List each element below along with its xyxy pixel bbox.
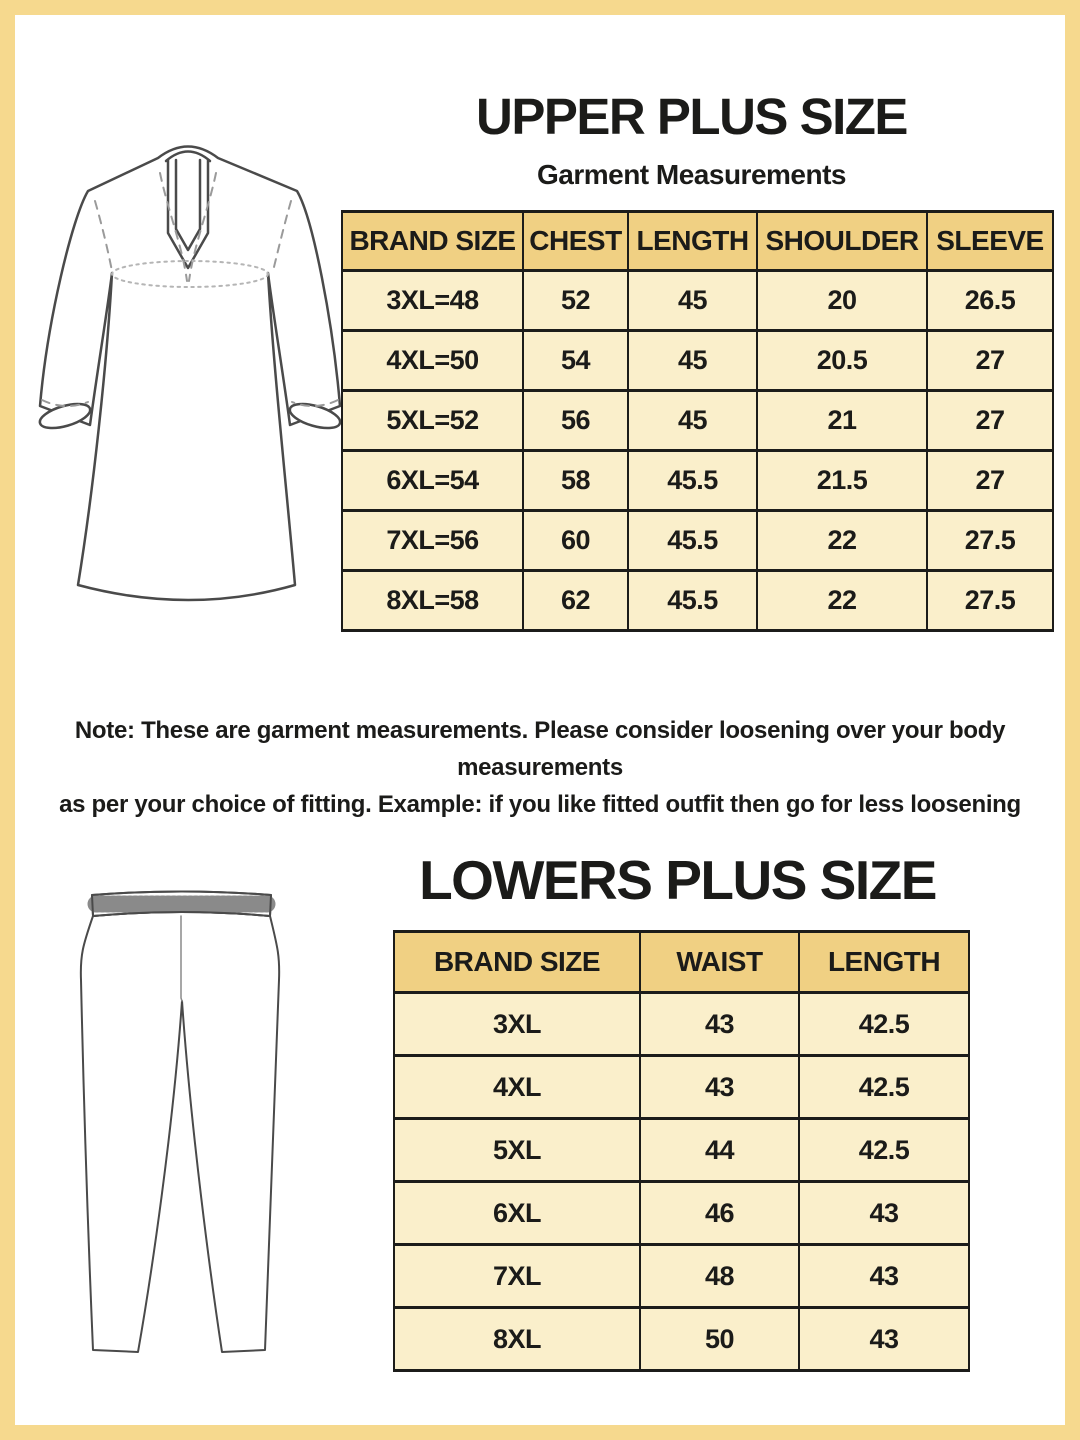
column-header: SHOULDER: [756, 210, 928, 272]
table-row: 6XL=54 58 45.5 21.5 27: [341, 449, 1054, 512]
table-cell: 22: [756, 569, 928, 632]
table-cell: 48: [639, 1243, 800, 1309]
column-header: BRAND SIZE: [341, 210, 524, 272]
table-cell: 58: [522, 449, 629, 512]
table-cell: 27: [926, 389, 1054, 452]
table-cell: 45: [627, 269, 758, 332]
table-row: 8XL=58 62 45.5 22 27.5: [341, 569, 1054, 632]
table-cell: 43: [798, 1243, 970, 1309]
table-cell: 52: [522, 269, 629, 332]
table-cell: 27: [926, 449, 1054, 512]
table-cell: 46: [639, 1180, 800, 1246]
table-cell: 7XL=56: [341, 509, 524, 572]
table-cell: 43: [798, 1306, 970, 1372]
table-row: 3XL=48 52 45 20 26.5: [341, 269, 1054, 332]
table-row: 4XL 43 42.5: [393, 1054, 970, 1120]
table-cell: 45.5: [627, 449, 758, 512]
table-cell: 43: [639, 1054, 800, 1120]
lower-size-table: BRAND SIZE WAIST LENGTH 3XL 43 42.5 4XL 43 42.5…: [393, 930, 970, 1372]
table-cell: 60: [522, 509, 629, 572]
table-row: 4XL=50 54 45 20.5 27: [341, 329, 1054, 392]
note-line-1: Note: These are garment measurements. Pl…: [74, 717, 1006, 781]
column-header: BRAND SIZE: [393, 930, 641, 994]
table-cell: 50: [639, 1306, 800, 1372]
column-header: LENGTH: [627, 210, 758, 272]
note-line-2: as per your choice of fitting. Example: …: [59, 791, 1021, 818]
table-cell: 44: [639, 1117, 800, 1183]
table-row: 3XL 43 42.5: [393, 991, 970, 1057]
table-cell: 27.5: [926, 569, 1054, 632]
table-cell: 3XL: [393, 991, 641, 1057]
table-cell: 42.5: [798, 1054, 970, 1120]
table-row: 6XL 46 43: [393, 1180, 970, 1246]
lower-title: LOWERS PLUS SIZE: [419, 849, 937, 911]
table-row: 5XL=52 56 45 21 27: [341, 389, 1054, 452]
table-cell: 6XL=54: [341, 449, 524, 512]
table-cell: 3XL=48: [341, 269, 524, 332]
table-cell: 45.5: [627, 569, 758, 632]
table-cell: 20: [756, 269, 928, 332]
table-row: 7XL=56 60 45.5 22 27.5: [341, 509, 1054, 572]
lower-table-body: 3XL 43 42.5 4XL 43 42.5 5XL 44 42.5 6XL 46 43 7XL 48 4…: [393, 991, 970, 1372]
table-cell: 45.5: [627, 509, 758, 572]
column-header: WAIST: [639, 930, 800, 994]
table-cell: 27: [926, 329, 1054, 392]
note-text: Note: These are garment measurements. Pl…: [35, 712, 1045, 823]
header-row: BRAND SIZE WAIST LENGTH: [393, 930, 970, 994]
table-cell: 42.5: [798, 991, 970, 1057]
table-cell: 22: [756, 509, 928, 572]
table-cell: 4XL=50: [341, 329, 524, 392]
column-header: CHEST: [522, 210, 629, 272]
table-cell: 8XL: [393, 1306, 641, 1372]
table-cell: 56: [522, 389, 629, 452]
table-cell: 21: [756, 389, 928, 452]
table-cell: 42.5: [798, 1117, 970, 1183]
lower-table-head: BRAND SIZE WAIST LENGTH: [393, 930, 970, 994]
table-cell: 45: [627, 389, 758, 452]
table-cell: 43: [639, 991, 800, 1057]
table-cell: 21.5: [756, 449, 928, 512]
table-cell: 6XL: [393, 1180, 641, 1246]
table-cell: 62: [522, 569, 629, 632]
table-row: 5XL 44 42.5: [393, 1117, 970, 1183]
upper-title: UPPER PLUS SIZE: [476, 88, 908, 145]
table-cell: 43: [798, 1180, 970, 1246]
table-cell: 45: [627, 329, 758, 392]
table-row: 7XL 48 43: [393, 1243, 970, 1309]
upper-subtitle: Garment Measurements: [536, 159, 847, 190]
upper-size-table: BRAND SIZE CHEST LENGTH SHOULDER SLEEVE 3XL=…: [341, 210, 1054, 632]
leggings-illustration: [79, 890, 281, 1353]
upper-table-head: BRAND SIZE CHEST LENGTH SHOULDER SLEEVE: [341, 210, 1054, 272]
table-cell: 26.5: [926, 269, 1054, 332]
upper-table-body: 3XL=48 52 45 20 26.5 4XL=50 54 45 20.5 27 5XL=52 56…: [341, 269, 1054, 632]
table-cell: 5XL=52: [341, 389, 524, 452]
table-cell: 7XL: [393, 1243, 641, 1309]
kurta-illustration: [38, 145, 342, 602]
table-cell: 20.5: [756, 329, 928, 392]
table-cell: 5XL: [393, 1117, 641, 1183]
header-row: BRAND SIZE CHEST LENGTH SHOULDER SLEEVE: [341, 210, 1054, 272]
column-header: SLEEVE: [926, 210, 1054, 272]
table-cell: 4XL: [393, 1054, 641, 1120]
table-cell: 54: [522, 329, 629, 392]
table-row: 8XL 50 43: [393, 1306, 970, 1372]
table-cell: 8XL=58: [341, 569, 524, 632]
column-header: LENGTH: [798, 930, 970, 994]
table-cell: 27.5: [926, 509, 1054, 572]
